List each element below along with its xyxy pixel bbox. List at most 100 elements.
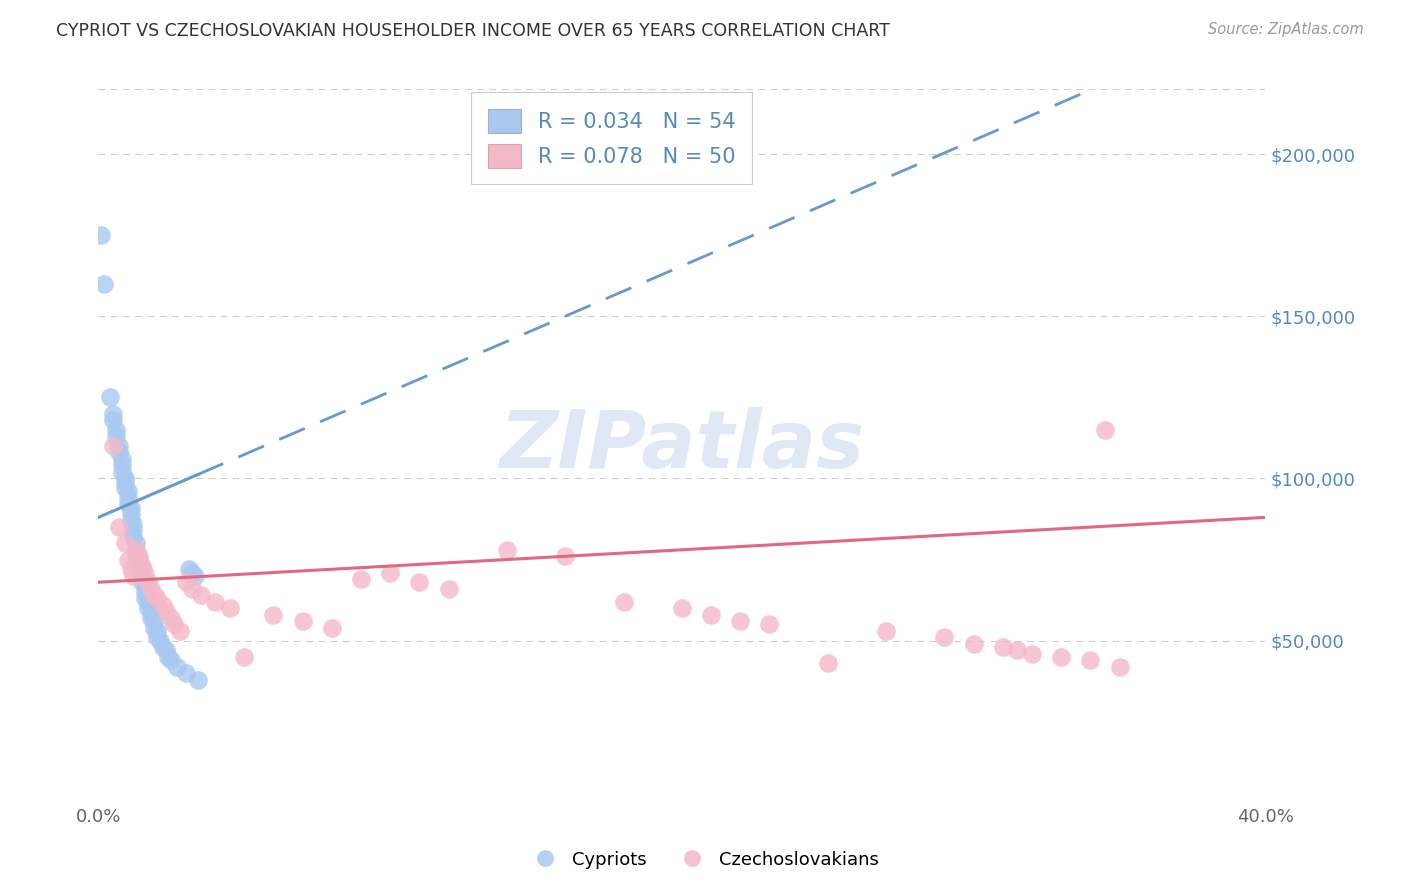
Point — [1050, 649, 1073, 664]
Point — [1108, 659, 1130, 673]
Point — [142, 588, 165, 602]
Point — [1007, 643, 1029, 657]
Point — [117, 484, 139, 499]
Point — [180, 566, 202, 580]
Point — [104, 423, 127, 437]
Point — [134, 566, 156, 580]
Point — [134, 591, 156, 606]
Point — [146, 591, 169, 606]
Point — [962, 637, 984, 651]
Point — [152, 598, 174, 612]
Point — [142, 621, 165, 635]
Point — [134, 585, 156, 599]
Point — [111, 465, 134, 479]
Point — [180, 582, 202, 596]
Point — [495, 542, 517, 557]
Point — [262, 607, 284, 622]
Point — [136, 601, 159, 615]
Text: ZIPatlas: ZIPatlas — [499, 407, 865, 485]
Point — [700, 607, 723, 622]
Point — [671, 601, 693, 615]
Point — [190, 588, 212, 602]
Point — [125, 542, 148, 557]
Point — [155, 643, 177, 657]
Point — [160, 653, 183, 667]
Point — [728, 614, 751, 628]
Point — [108, 439, 131, 453]
Point — [142, 614, 165, 628]
Point — [166, 659, 188, 673]
Point — [554, 549, 576, 564]
Point — [120, 514, 142, 528]
Point — [128, 559, 150, 574]
Legend: R = 0.034   N = 54, R = 0.078   N = 50: R = 0.034 N = 54, R = 0.078 N = 50 — [471, 93, 752, 185]
Point — [378, 566, 402, 580]
Point — [139, 582, 162, 596]
Point — [157, 649, 180, 664]
Point — [233, 649, 256, 664]
Point — [98, 390, 121, 404]
Point — [177, 562, 200, 576]
Point — [122, 568, 145, 582]
Point — [114, 475, 136, 489]
Point — [612, 595, 634, 609]
Text: Source: ZipAtlas.com: Source: ZipAtlas.com — [1208, 22, 1364, 37]
Point — [139, 604, 162, 618]
Point — [875, 624, 897, 638]
Point — [1021, 647, 1043, 661]
Point — [125, 536, 148, 550]
Point — [218, 601, 240, 615]
Point — [136, 575, 159, 590]
Point — [174, 666, 197, 681]
Point — [291, 614, 314, 628]
Point — [991, 640, 1014, 654]
Point — [120, 500, 142, 515]
Point — [117, 491, 139, 505]
Point — [104, 429, 127, 443]
Point — [204, 595, 226, 609]
Point — [114, 481, 136, 495]
Point — [108, 520, 131, 534]
Point — [187, 673, 209, 687]
Point — [146, 631, 169, 645]
Point — [122, 524, 145, 538]
Text: CYPRIOT VS CZECHOSLOVAKIAN HOUSEHOLDER INCOME OVER 65 YEARS CORRELATION CHART: CYPRIOT VS CZECHOSLOVAKIAN HOUSEHOLDER I… — [56, 22, 890, 40]
Point — [122, 516, 145, 531]
Point — [1080, 653, 1102, 667]
Point — [117, 497, 139, 511]
Point — [101, 407, 124, 421]
Point — [155, 604, 177, 618]
Point — [146, 624, 169, 638]
Point — [131, 562, 153, 576]
Point — [114, 536, 136, 550]
Point — [125, 549, 148, 564]
Point — [437, 582, 460, 596]
Point — [131, 575, 153, 590]
Point — [758, 617, 780, 632]
Point — [114, 471, 136, 485]
Point — [163, 617, 186, 632]
Point — [817, 657, 839, 671]
Point — [120, 562, 142, 576]
Point — [93, 277, 115, 291]
Point — [101, 439, 124, 453]
Point — [131, 568, 153, 582]
Point — [111, 452, 134, 467]
Point — [122, 530, 145, 544]
Point — [169, 624, 191, 638]
Point — [128, 549, 150, 564]
Point — [131, 559, 153, 574]
Point — [128, 552, 150, 566]
Point — [174, 575, 197, 590]
Point — [125, 542, 148, 557]
Point — [149, 633, 172, 648]
Point — [108, 445, 131, 459]
Point — [139, 611, 162, 625]
Point — [1094, 423, 1116, 437]
Point — [934, 631, 956, 645]
Point — [350, 572, 373, 586]
Point — [120, 507, 142, 521]
Point — [117, 552, 139, 566]
Point — [111, 458, 134, 473]
Point — [183, 568, 205, 582]
